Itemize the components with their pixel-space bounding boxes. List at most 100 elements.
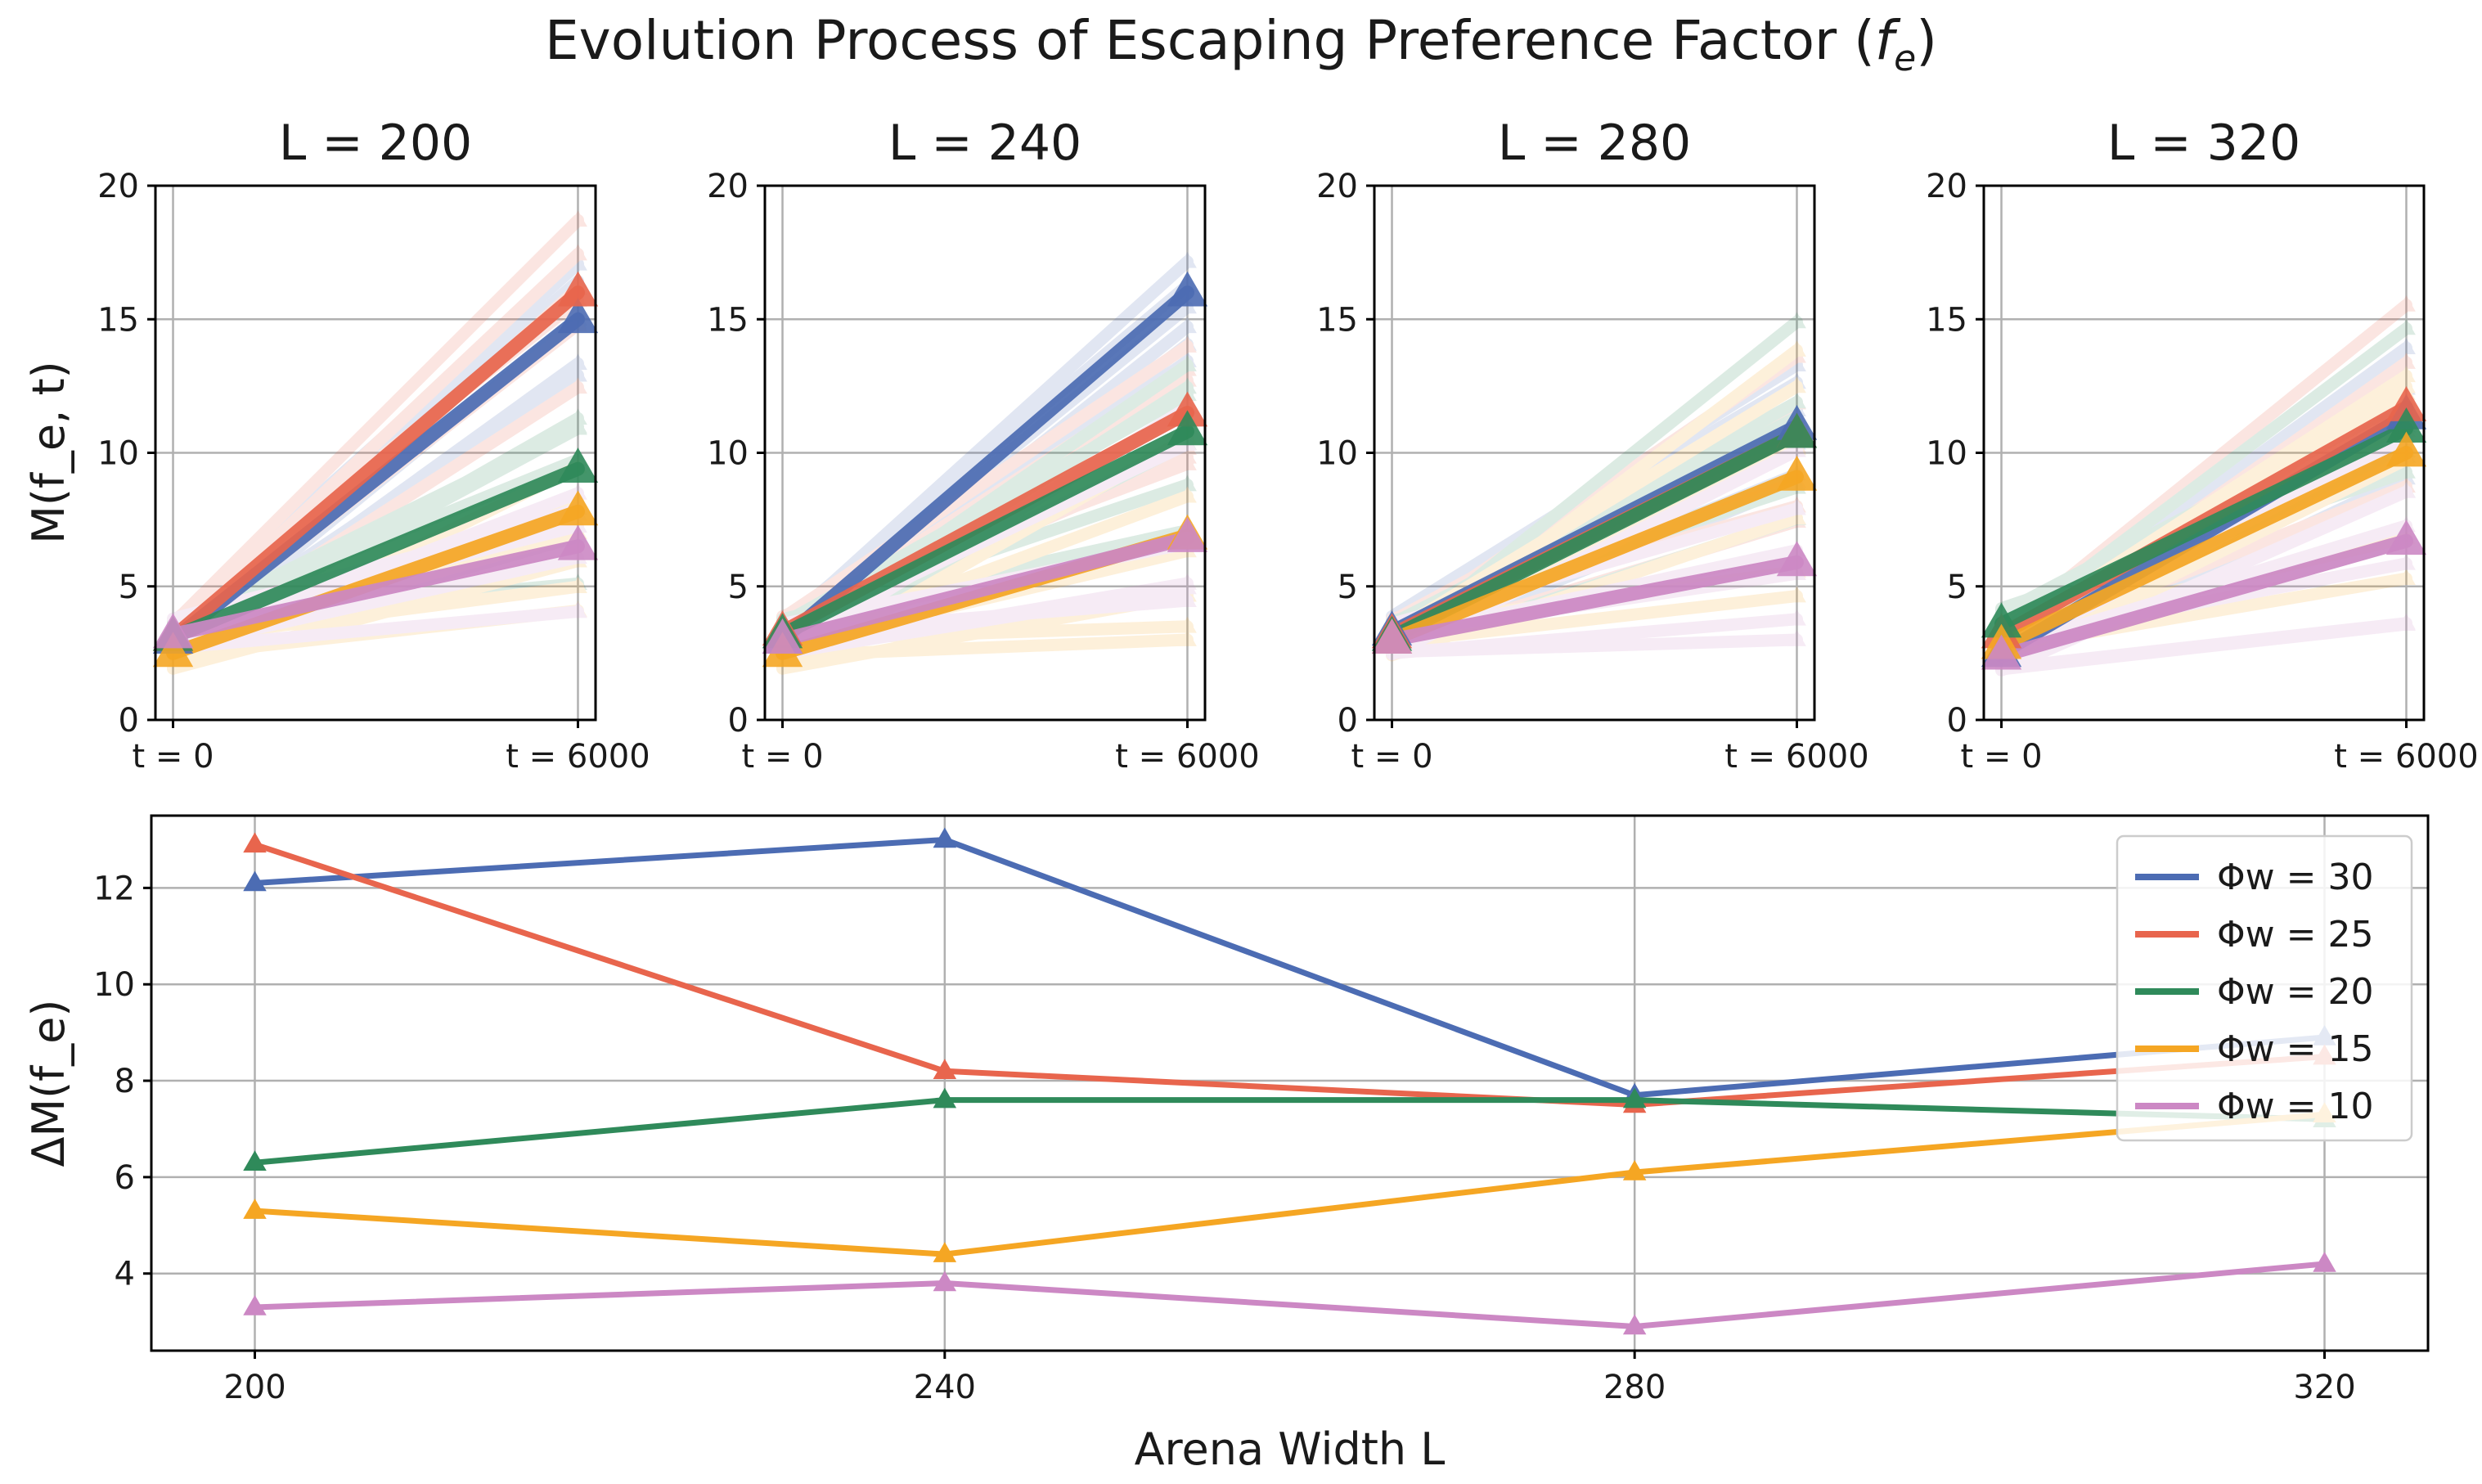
y-tick-label: 10 [1316, 435, 1358, 473]
series-marker-phi10 [2313, 1251, 2336, 1272]
y-tick-label: 20 [97, 168, 139, 205]
replicate-marker [1787, 340, 1806, 357]
series-marker-phi10 [243, 1294, 267, 1315]
replicate-line [776, 633, 1194, 662]
legend: Φw = 30 Φw = 25 Φw = 20 Φw = 15 Φw = 10 [2116, 834, 2413, 1142]
y-tick-label: 15 [97, 301, 139, 339]
series-line-phi20 [776, 424, 1194, 642]
replicate-lines [167, 210, 587, 675]
bottom-x-axis-label: Arena Width L [1135, 1423, 1446, 1475]
series-marker-phi20 [243, 1150, 267, 1171]
series-marker-phi20 [933, 1087, 957, 1109]
replicate-marker [2397, 476, 2416, 493]
series-marker-phi25 [243, 832, 267, 853]
replicate-marker [1178, 591, 1197, 607]
series-marker-phi10 [1167, 516, 1208, 552]
x-tick-label: 280 [1603, 1369, 1666, 1406]
replicate-marker [569, 573, 587, 591]
panel-frame [150, 814, 2430, 1352]
replicate-line [776, 442, 1194, 649]
replicate-marker [2397, 376, 2416, 393]
replicate-marker [1178, 334, 1197, 351]
replicate-line [167, 258, 584, 631]
replicate-line [1386, 613, 1803, 659]
replicate-line [776, 437, 1194, 655]
series-marker-phi10 [1371, 618, 1413, 654]
replicate-marker [2397, 318, 2416, 335]
replicate-line [1386, 590, 1803, 649]
replicate-line [1995, 453, 2412, 667]
series-line-phi25 [254, 842, 2325, 1109]
replicate-line [1995, 617, 2412, 675]
replicate-line [776, 589, 1194, 675]
replicate-marker [1178, 486, 1197, 503]
series-line-phi15 [1385, 470, 1804, 647]
replicate-marker [1178, 351, 1197, 367]
series-line-phi10 [1994, 533, 2413, 663]
replicate-marker [1178, 585, 1197, 602]
top-panel-1: 0 5 10 15 20 t = 0 t = 6000 L = 200 [97, 115, 650, 776]
series-marker-phi20 [1167, 410, 1208, 446]
replicate-marker [569, 365, 587, 382]
series-line-phi10 [1385, 555, 1804, 647]
y-tick-label: 15 [1926, 301, 1967, 339]
x-tick-label: t = 0 [1960, 738, 2042, 776]
y-tick-label: 15 [1316, 301, 1358, 339]
replicate-marker [1787, 586, 1806, 603]
replicate-marker [2397, 366, 2416, 383]
replicate-marker [1178, 578, 1197, 595]
series-line-phi15 [1994, 446, 2413, 653]
y-tick-label: 12 [93, 870, 135, 907]
replicate-marker [569, 418, 587, 435]
replicate-marker [569, 244, 587, 261]
replicate-marker [1178, 438, 1197, 455]
y-tick-label: 15 [707, 301, 749, 339]
replicate-marker [2397, 468, 2416, 485]
top-panel-4: 0 5 10 15 20 t = 0 t = 6000 L = 320 [1926, 115, 2479, 776]
panel-title: L = 240 [888, 115, 1081, 172]
series-line-phi10 [166, 539, 585, 642]
series-marker-phi30 [933, 827, 957, 848]
replicate-line [1386, 397, 1803, 627]
series-line-phi20 [1994, 421, 2413, 631]
series-marker-phi20 [557, 447, 599, 483]
replicate-marker [1178, 630, 1197, 646]
series-marker-phi15 [557, 490, 599, 526]
y-tick-label: 0 [728, 702, 749, 740]
replicate-marker [569, 577, 587, 593]
replicate-line [1995, 519, 2412, 656]
replicate-line [1386, 633, 1803, 659]
legend-label: Φw = 25 [2217, 914, 2373, 956]
replicate-line [167, 369, 584, 653]
panel-title: L = 280 [1498, 115, 1691, 172]
replicate-line [776, 582, 1194, 659]
series-marker-phi10 [152, 613, 194, 649]
panel-title: L = 200 [279, 115, 472, 172]
top-panel-2: 0 5 10 15 20 t = 0 t = 6000 L = 240 [707, 115, 1260, 776]
replicate-line [1995, 394, 2412, 620]
series-marker-phi30 [557, 298, 599, 334]
replicate-marker [1178, 474, 1197, 492]
x-tick-label: t = 0 [132, 738, 214, 776]
replicate-marker [1787, 511, 1806, 528]
y-tick-label: 0 [1338, 702, 1358, 740]
series-marker-phi30 [1167, 271, 1208, 307]
x-tick-label: t = 6000 [1724, 738, 1868, 776]
replicate-marker [569, 600, 587, 618]
series-marker-phi15 [243, 1198, 267, 1219]
y-tick-label: 0 [119, 702, 139, 740]
replicate-marker [1787, 372, 1806, 389]
y-tick-label: 10 [1926, 435, 1967, 473]
y-tick-label: 8 [115, 1063, 135, 1100]
replicate-line [167, 214, 584, 630]
series-line-phi30 [254, 836, 2325, 1099]
replicate-marker [2397, 553, 2416, 570]
replicate-marker [2397, 613, 2416, 630]
replicate-marker [2397, 295, 2416, 312]
replicate-marker [1178, 454, 1197, 470]
y-tick-label: 5 [119, 569, 139, 606]
replicate-line [1995, 322, 2412, 639]
y-tick-label: 10 [97, 435, 139, 473]
replicate-marker [1787, 392, 1806, 409]
replicate-marker [1178, 370, 1197, 387]
